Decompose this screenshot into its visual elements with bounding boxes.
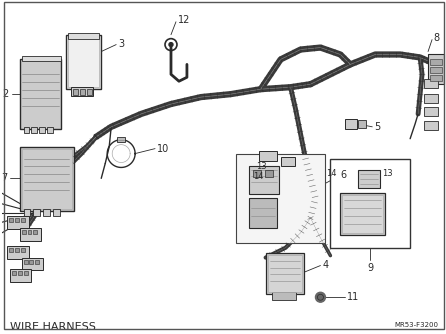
Text: 5: 5 — [374, 122, 380, 132]
Bar — [33, 230, 37, 234]
Bar — [343, 195, 383, 233]
Bar — [80, 89, 85, 95]
Bar — [24, 260, 28, 264]
Bar — [7, 216, 29, 229]
Circle shape — [169, 43, 173, 46]
Bar — [7, 246, 29, 259]
Bar — [430, 75, 442, 81]
Text: 14: 14 — [326, 169, 336, 178]
Text: 4: 4 — [322, 260, 329, 270]
Bar — [71, 87, 93, 96]
Bar — [8, 248, 12, 252]
Circle shape — [315, 292, 326, 302]
Bar — [21, 248, 25, 252]
Bar — [68, 33, 99, 39]
Bar — [264, 170, 273, 177]
Bar — [330, 159, 410, 248]
Bar — [20, 147, 74, 211]
Bar — [43, 209, 50, 216]
Text: 13: 13 — [382, 169, 393, 178]
Bar — [21, 56, 62, 61]
Bar — [259, 151, 277, 161]
Text: 11: 11 — [347, 292, 359, 302]
Text: 12: 12 — [178, 15, 190, 25]
Bar — [39, 127, 45, 133]
Bar — [32, 127, 37, 133]
Bar — [24, 272, 28, 276]
Text: 3: 3 — [118, 39, 124, 48]
Bar — [430, 59, 442, 65]
Bar — [24, 209, 30, 216]
Bar — [66, 35, 101, 89]
Bar — [253, 170, 260, 177]
Text: 10: 10 — [157, 144, 169, 154]
Bar — [358, 120, 366, 128]
Text: 2: 2 — [2, 89, 8, 99]
Bar — [47, 127, 54, 133]
Bar — [424, 121, 438, 130]
Bar — [33, 209, 41, 216]
Bar — [21, 230, 25, 234]
Bar — [17, 272, 21, 276]
Bar — [281, 157, 294, 166]
Bar — [28, 230, 32, 234]
Bar — [424, 107, 438, 116]
Bar — [54, 209, 60, 216]
Bar — [345, 119, 357, 129]
Bar — [20, 228, 41, 241]
Text: 9: 9 — [367, 263, 373, 273]
Bar — [20, 59, 62, 129]
Bar — [424, 79, 438, 88]
Bar — [21, 218, 25, 222]
Text: 13: 13 — [256, 162, 266, 171]
Bar — [21, 258, 43, 271]
Text: 7: 7 — [1, 173, 8, 183]
Bar — [272, 292, 296, 300]
Bar — [24, 127, 29, 133]
Bar — [29, 260, 33, 264]
Bar — [236, 154, 326, 243]
Bar — [268, 255, 301, 292]
Bar — [436, 57, 441, 82]
Bar — [358, 170, 380, 188]
Bar — [36, 260, 39, 264]
Bar — [428, 54, 444, 84]
Bar — [340, 193, 385, 235]
Bar — [430, 67, 442, 73]
Text: 6: 6 — [340, 170, 347, 180]
Bar — [117, 137, 125, 142]
Bar — [266, 253, 304, 294]
Bar — [424, 94, 438, 103]
Bar — [8, 218, 12, 222]
Bar — [9, 270, 32, 282]
Bar — [73, 89, 78, 95]
Text: 8: 8 — [433, 33, 439, 43]
Bar — [15, 218, 19, 222]
Text: MR53-F3200: MR53-F3200 — [394, 322, 438, 328]
Bar — [249, 166, 279, 194]
Bar — [12, 272, 16, 276]
Bar — [21, 149, 72, 209]
Bar — [15, 248, 19, 252]
Text: WIRE HARNESS: WIRE HARNESS — [9, 322, 95, 332]
Bar — [87, 89, 92, 95]
Bar — [68, 37, 99, 87]
Text: 14: 14 — [253, 172, 263, 181]
Bar — [249, 198, 277, 228]
